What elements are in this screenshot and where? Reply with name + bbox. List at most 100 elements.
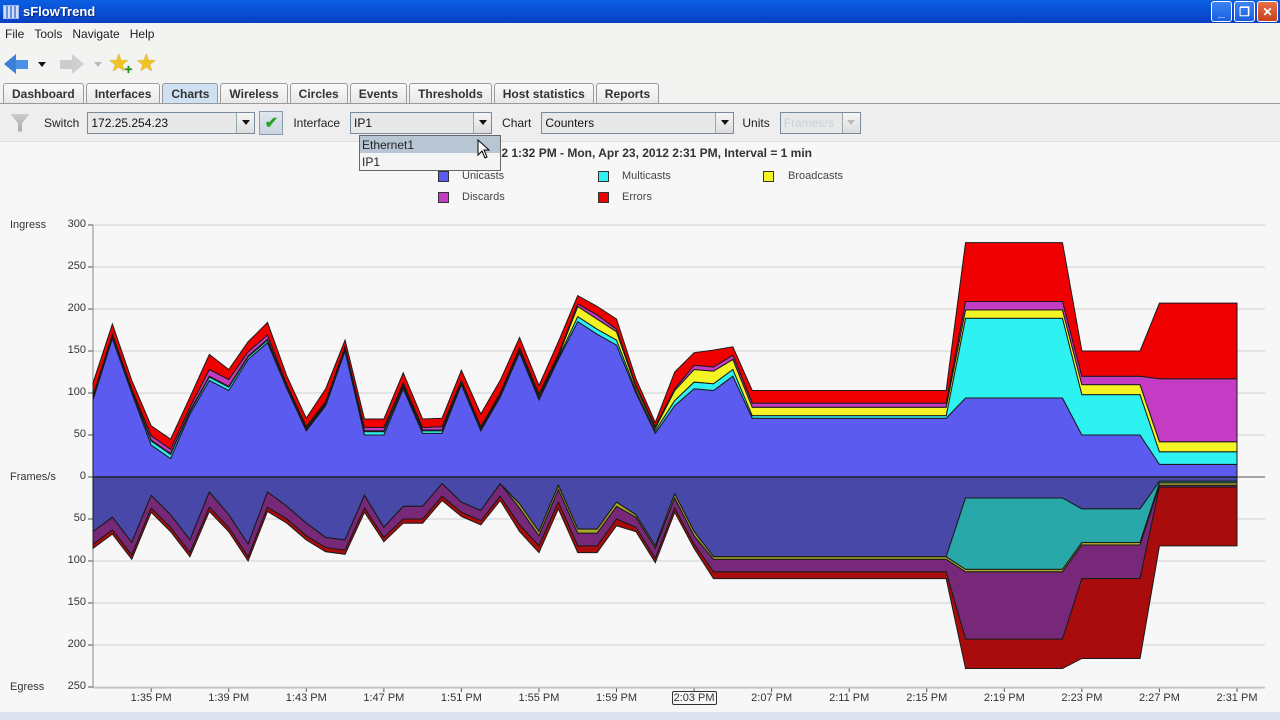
switch-select[interactable]: 172.25.254.23 [87, 111, 256, 134]
back-history-dropdown[interactable] [34, 61, 46, 67]
tab-dashboard[interactable]: Dashboard [3, 83, 84, 103]
legend-label: Multicasts [622, 170, 671, 182]
sflowtrend-app-icon [3, 4, 19, 19]
multicasts-swatch [598, 170, 609, 182]
chart-label: Chart [502, 115, 532, 130]
legend-label: Unicasts [462, 170, 505, 182]
tab-host-statistics[interactable]: Host statistics [493, 83, 594, 103]
window-titlebar: sFlowTrend _ ❐ ✕ [0, 0, 1280, 23]
chevron-down-icon [720, 120, 729, 125]
toolbar: ★ + ★ [0, 45, 1280, 83]
x-tick-label: 1:55 PM [518, 692, 560, 704]
chevron-down-icon [478, 120, 487, 125]
switch-label: Switch [44, 115, 80, 130]
close-button[interactable]: ✕ [1257, 1, 1278, 22]
legend-item-discards: Discards [438, 191, 505, 203]
tab-interfaces[interactable]: Interfaces [85, 83, 161, 103]
menu-bar: File Tools Navigate Help [0, 23, 1280, 45]
tab-thresholds[interactable]: Thresholds [409, 83, 492, 103]
x-tick-label: 2:19 PM [983, 692, 1025, 704]
ingress-errors-area [92, 242, 1238, 451]
x-tick-label: 2:11 PM [829, 692, 870, 704]
menu-navigate[interactable]: Navigate [72, 27, 120, 41]
units-label: Units [742, 115, 770, 130]
switch-value: 172.25.254.23 [91, 115, 169, 130]
menu-help[interactable]: Help [129, 27, 155, 41]
star-edit-icon: ★ [135, 50, 158, 77]
interface-label: Interface [293, 115, 341, 130]
legend-item-errors: Errors [598, 191, 652, 203]
y-tick-label: 50 [73, 512, 86, 524]
egress-axis-label: Egress [10, 681, 45, 693]
status-strip [0, 712, 1280, 720]
chevron-down-icon [94, 61, 102, 67]
y-tick-label: 100 [67, 386, 86, 398]
interface-dropdown-list: Ethernet1 IP1 [359, 135, 501, 171]
add-bookmark-button[interactable]: ★ + [108, 50, 133, 77]
forward-arrow-tail [60, 59, 72, 69]
edit-bookmark-button[interactable]: ★ [136, 52, 158, 76]
tab-events[interactable]: Events [349, 83, 408, 103]
units-select[interactable]: Frames/s [779, 111, 861, 134]
x-tick-label: 1:59 PM [596, 692, 637, 704]
x-tick-label: 1:43 PM [285, 692, 327, 704]
y-tick-label: 50 [73, 428, 86, 440]
window-title: sFlowTrend [23, 4, 96, 19]
window-controls: _ ❐ ✕ [1211, 1, 1278, 22]
y-tick-label: 0 [79, 470, 86, 482]
x-tick-label: 1:51 PM [440, 692, 482, 704]
y-tick-label: 150 [67, 596, 86, 608]
interface-option-ethernet1[interactable]: Ethernet1 [360, 136, 500, 153]
legend-item-unicasts: Unicasts [438, 170, 504, 182]
y-tick-label: 300 [67, 218, 86, 230]
x-tick-label: 2:15 PM [906, 692, 948, 704]
x-tick-label: 1:39 PM [208, 692, 250, 704]
units-value: Frames/s [783, 115, 834, 130]
star-add-icon: ★ + [108, 50, 133, 77]
legend-label: Broadcasts [788, 170, 844, 182]
y-tick-label: 150 [67, 344, 86, 356]
y-tick-label: 200 [67, 638, 86, 650]
x-tick-label: 2:03 PM [671, 691, 717, 705]
legend-item-multicasts: Multicasts [598, 170, 671, 182]
forward-button[interactable] [60, 54, 84, 74]
tab-charts[interactable]: Charts [162, 83, 219, 103]
menu-tools[interactable]: Tools [34, 27, 63, 41]
interface-dropdown-button[interactable] [473, 112, 492, 133]
tab-reports[interactable]: Reports [595, 83, 660, 103]
chart-type-select[interactable]: Counters [541, 111, 735, 134]
egress-errors-area [92, 486, 1238, 670]
tab-circles[interactable]: Circles [289, 83, 348, 103]
units-dropdown-button[interactable] [841, 112, 860, 133]
back-arrow-icon [4, 54, 16, 74]
x-tick-label: 1:35 PM [130, 692, 172, 704]
y-tick-label: 200 [67, 302, 86, 314]
minimize-button[interactable]: _ [1211, 1, 1232, 22]
chart-type-dropdown-button[interactable] [715, 112, 734, 133]
back-button[interactable] [4, 54, 28, 74]
restore-button[interactable]: ❐ [1234, 1, 1255, 22]
chevron-down-icon [847, 120, 856, 125]
forward-history-dropdown[interactable] [90, 61, 102, 67]
x-tick-label: 2:31 PM [1216, 692, 1258, 704]
interface-select[interactable]: IP1 [350, 111, 493, 134]
back-arrow-tail [16, 59, 28, 69]
switch-dropdown-button[interactable] [236, 112, 255, 133]
x-tick-label: 2:27 PM [1138, 692, 1180, 704]
legend-label: Discards [462, 191, 505, 203]
ingress-axis-label: Ingress [10, 219, 47, 231]
y-tick-label: 100 [67, 554, 86, 566]
apply-button[interactable]: ✔ [259, 110, 284, 135]
x-tick-label: 1:47 PM [363, 692, 405, 704]
legend-item-broadcasts: Broadcasts [763, 170, 843, 182]
chart-title: 3, 2012 1:32 PM - Mon, Apr 23, 2012 2:31… [467, 146, 813, 160]
chevron-down-icon [241, 120, 250, 125]
interface-value: IP1 [354, 115, 373, 130]
frames-axis-label: Frames/s [10, 471, 56, 483]
menu-file[interactable]: File [5, 27, 25, 41]
chevron-down-icon [38, 61, 46, 67]
y-tick-label: 250 [67, 680, 86, 692]
unicasts-swatch [438, 170, 449, 182]
tab-wireless[interactable]: Wireless [220, 83, 288, 103]
interface-option-ip1[interactable]: IP1 [362, 154, 381, 169]
